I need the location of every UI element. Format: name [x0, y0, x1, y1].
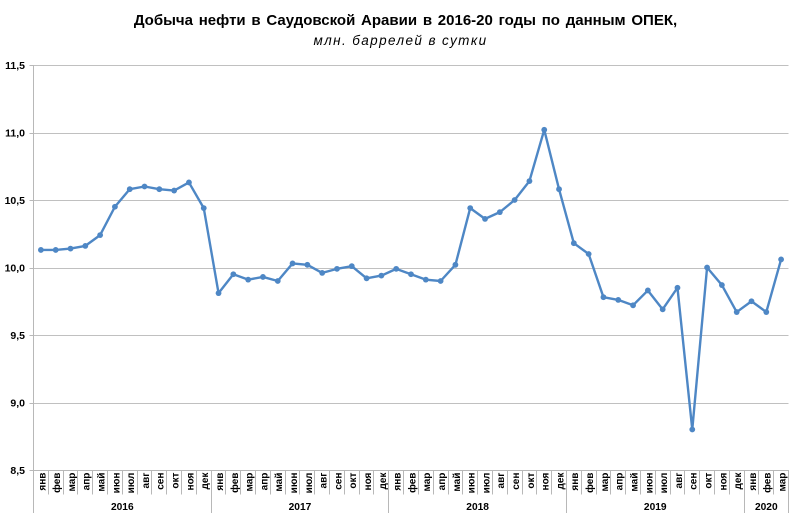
svg-text:дек: дек [555, 472, 566, 490]
svg-text:дек: дек [378, 472, 389, 490]
svg-text:мар: мар [600, 473, 611, 492]
svg-text:янв: янв [393, 473, 404, 491]
svg-text:млн. баррелей в сутки: млн. баррелей в сутки [313, 33, 487, 48]
svg-text:июн: июн [644, 473, 655, 494]
svg-text:сен: сен [511, 473, 522, 490]
svg-text:Добыча нефти в Саудовской Арав: Добыча нефти в Саудовской Аравии в 2016-… [134, 12, 677, 29]
svg-text:июн: июн [289, 473, 300, 494]
svg-text:8,5: 8,5 [10, 465, 25, 477]
svg-text:ноя: ноя [185, 472, 196, 490]
svg-text:мар: мар [67, 473, 78, 492]
svg-text:ноя: ноя [541, 472, 552, 490]
svg-text:авг: авг [674, 473, 685, 489]
svg-text:июл: июл [481, 473, 492, 494]
svg-text:май: май [274, 473, 285, 492]
svg-text:окт: окт [348, 473, 359, 489]
svg-text:2020: 2020 [755, 502, 778, 513]
svg-text:авг: авг [496, 473, 507, 489]
svg-text:июл: июл [659, 473, 670, 494]
svg-text:сен: сен [156, 473, 167, 490]
svg-text:окт: окт [703, 473, 714, 489]
svg-text:2016: 2016 [111, 502, 134, 513]
svg-text:май: май [629, 473, 640, 492]
svg-text:янв: янв [748, 473, 759, 491]
svg-text:авг: авг [319, 473, 330, 489]
svg-text:апр: апр [259, 473, 270, 491]
svg-text:мар: мар [778, 473, 789, 492]
svg-text:янв: янв [215, 473, 226, 491]
svg-text:июл: июл [126, 473, 137, 494]
svg-text:мар: мар [422, 473, 433, 492]
svg-text:фев: фев [406, 473, 418, 493]
svg-text:9,0: 9,0 [10, 398, 25, 410]
svg-text:фев: фев [762, 473, 774, 493]
svg-text:2019: 2019 [644, 502, 667, 513]
svg-text:май: май [452, 473, 463, 492]
svg-text:апр: апр [82, 473, 93, 491]
svg-text:дек: дек [200, 472, 211, 490]
svg-text:окт: окт [526, 473, 537, 489]
svg-text:ноя: ноя [363, 472, 374, 490]
svg-text:10,0: 10,0 [5, 263, 26, 275]
svg-text:11,0: 11,0 [5, 128, 25, 140]
svg-text:янв: янв [570, 473, 581, 491]
svg-text:11,5: 11,5 [5, 60, 25, 72]
svg-text:сен: сен [333, 473, 344, 490]
svg-text:окт: окт [171, 473, 182, 489]
svg-text:2017: 2017 [289, 502, 312, 513]
svg-text:10,5: 10,5 [5, 195, 26, 207]
svg-text:мар: мар [245, 473, 256, 492]
svg-text:фев: фев [229, 473, 241, 493]
svg-text:фев: фев [584, 473, 596, 493]
svg-text:дек: дек [733, 472, 744, 490]
svg-text:2018: 2018 [466, 502, 489, 513]
svg-text:янв: янв [37, 473, 48, 491]
svg-text:июн: июн [467, 473, 478, 494]
svg-text:9,5: 9,5 [10, 330, 25, 342]
svg-text:апр: апр [615, 473, 626, 491]
svg-text:авг: авг [141, 473, 152, 489]
svg-text:сен: сен [689, 473, 700, 490]
svg-text:ноя: ноя [718, 472, 729, 490]
svg-text:апр: апр [437, 473, 448, 491]
svg-text:июл: июл [304, 473, 315, 494]
svg-text:фев: фев [51, 473, 63, 493]
svg-text:июн: июн [111, 473, 122, 494]
svg-text:май: май [97, 473, 108, 492]
